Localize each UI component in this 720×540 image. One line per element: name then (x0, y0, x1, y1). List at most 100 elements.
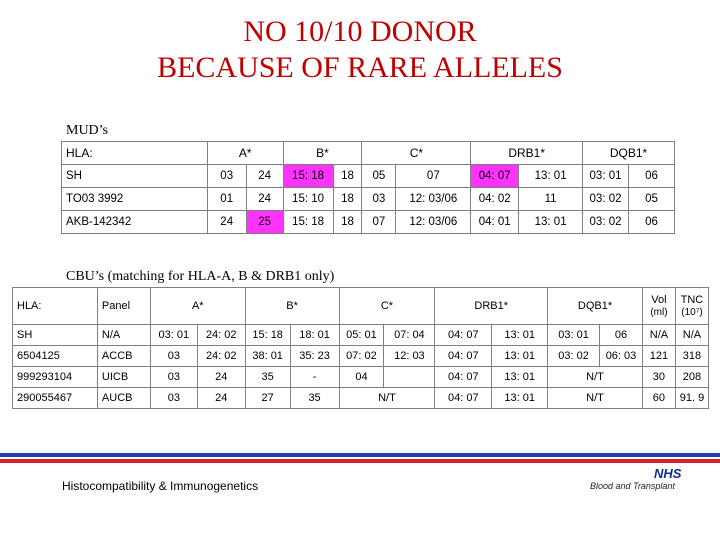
mud-cell: 15: 18 (282, 210, 334, 234)
cbu-cell: 24 (196, 366, 246, 388)
cbu-row-id: SH (12, 324, 98, 346)
cbu-cell: 04: 07 (434, 387, 493, 409)
mud-cell: 24 (245, 187, 284, 211)
cbu-cell: 07: 02 (338, 345, 385, 367)
mud-cell-highlight: 25 (245, 210, 284, 234)
cbu-cell: 06 (599, 324, 643, 346)
cbu-header-tnc-label: TNC (680, 294, 704, 306)
mud-cell: 06 (627, 164, 676, 188)
mud-cell: 18 (332, 164, 363, 188)
mud-cell: 12: 03/06 (395, 187, 472, 211)
cbu-cell: 208 (674, 366, 710, 388)
mud-row-name: AKB-142342 (61, 210, 208, 234)
cbu-header-vol-unit: (ml) (650, 307, 668, 318)
org-name: Blood and Transplant (590, 481, 675, 491)
mud-header-c: C* (361, 141, 472, 165)
cbu-cell: 13: 01 (491, 387, 549, 409)
cbu-cell: 04: 07 (434, 345, 493, 367)
footer-department: Histocompatibility & Immunogenetics (62, 479, 259, 493)
stripe-red (0, 459, 720, 463)
cbu-row: 290055467 AUCB 03 24 27 35 N/T 04: 07 13… (12, 387, 710, 409)
cbu-header-drb1: DRB1* (434, 287, 549, 325)
mud-header-hla: HLA: (61, 141, 208, 165)
cbu-cell: 03 (149, 366, 198, 388)
footer-stripes (0, 453, 720, 463)
cbu-cell: N/T (547, 387, 643, 409)
mud-header-dqb1: DQB1* (582, 141, 675, 165)
cbu-cell: 27 (244, 387, 291, 409)
cbu-cell: 24 (196, 387, 246, 409)
cbu-cell: 03: 01 (149, 324, 198, 346)
cbu-cell: 35 (289, 387, 340, 409)
mud-cell: 07 (395, 164, 472, 188)
mud-cell: 01 (206, 187, 247, 211)
title-line-2: BECAUSE OF RARE ALLELES (157, 51, 563, 84)
mud-header-row: HLA: A* B* C* DRB1* DQB1* (61, 141, 675, 165)
mud-row-name: SH (61, 164, 208, 188)
mud-cell: 03 (361, 187, 397, 211)
mud-section-label: MUD’s (66, 123, 109, 138)
cbu-row-panel: AUCB (96, 387, 151, 409)
cbu-row-panel: ACCB (96, 345, 151, 367)
mud-cell: 03: 02 (582, 210, 629, 234)
cbu-row-panel: UICB (96, 366, 151, 388)
cbu-cell: 15: 18 (244, 324, 291, 346)
cbu-cell: 13: 01 (491, 366, 549, 388)
cbu-cell: N/A (641, 324, 676, 346)
mud-cell-highlight: 15: 18 (282, 164, 334, 188)
cbu-row: SH N/A 03: 01 24: 02 15: 18 18: 01 05: 0… (12, 324, 710, 346)
mud-cell: 07 (361, 210, 397, 234)
mud-cell: 05 (627, 187, 676, 211)
cbu-cell: 04: 07 (434, 324, 493, 346)
mud-cell: 03 (206, 164, 247, 188)
mud-row: AKB-142342 24 25 15: 18 18 07 12: 03/06 … (61, 210, 676, 234)
cbu-cell: 91. 9 (674, 387, 710, 409)
mud-cell: 03: 01 (582, 164, 629, 188)
mud-cell: 12: 03/06 (395, 210, 472, 234)
mud-cell: 03: 02 (582, 187, 629, 211)
cbu-cell: 318 (674, 345, 710, 367)
cbu-cell: 03 (149, 345, 198, 367)
cbu-cell: - (289, 366, 340, 388)
cbu-cell: 35: 23 (289, 345, 340, 367)
mud-table: HLA: A* B* C* DRB1* DQB1* SH 03 24 15: 1… (61, 141, 676, 234)
cbu-cell: 04: 07 (434, 366, 493, 388)
mud-cell: 06 (627, 210, 676, 234)
cbu-cell: 06: 03 (599, 345, 643, 367)
mud-cell: 24 (245, 164, 284, 188)
mud-cell: 13: 01 (518, 210, 584, 234)
mud-cell: 13: 01 (518, 164, 584, 188)
mud-header-b: B* (282, 141, 363, 165)
cbu-cell: 18: 01 (289, 324, 340, 346)
cbu-cell: 35 (244, 366, 291, 388)
cbu-cell: 13: 01 (491, 345, 549, 367)
cbu-header-tnc-unit: (10⁷) (681, 307, 703, 318)
slide-title: NO 10/10 DONOR BECAUSE OF RARE ALLELES (0, 14, 720, 86)
mud-cell: 24 (206, 210, 247, 234)
cbu-cell: N/T (547, 366, 643, 388)
cbu-cell: 07: 04 (383, 324, 436, 346)
mud-header-a: A* (206, 141, 284, 165)
mud-cell: 11 (518, 187, 584, 211)
cbu-cell: N/A (674, 324, 710, 346)
cbu-cell: 05: 01 (338, 324, 385, 346)
cbu-cell: 03: 01 (547, 324, 601, 346)
mud-cell: 18 (332, 187, 363, 211)
mud-row: SH 03 24 15: 18 18 05 07 04: 07 13: 01 0… (61, 164, 676, 188)
cbu-cell: 13: 01 (491, 324, 549, 346)
cbu-cell: 12: 03 (383, 345, 436, 367)
mud-row-name: TO03 3992 (61, 187, 208, 211)
title-line-1: NO 10/10 DONOR (243, 15, 477, 48)
cbu-row-id: 290055467 (12, 387, 98, 409)
cbu-row-id: 999293104 (12, 366, 98, 388)
cbu-header-vol-label: Vol (651, 294, 667, 306)
cbu-header-vol: Vol (ml) (641, 287, 676, 325)
mud-row: TO03 3992 01 24 15: 10 18 03 12: 03/06 0… (61, 187, 676, 211)
cbu-row: 999293104 UICB 03 24 35 - 04 04: 07 13: … (12, 366, 710, 388)
cbu-cell: 04 (338, 366, 385, 388)
mud-cell: 04: 01 (470, 210, 520, 234)
cbu-row-id: 6504125 (12, 345, 98, 367)
cbu-header-panel: Panel (96, 287, 151, 325)
cbu-header-dqb1: DQB1* (547, 287, 643, 325)
cbu-cell: N/T (338, 387, 436, 409)
